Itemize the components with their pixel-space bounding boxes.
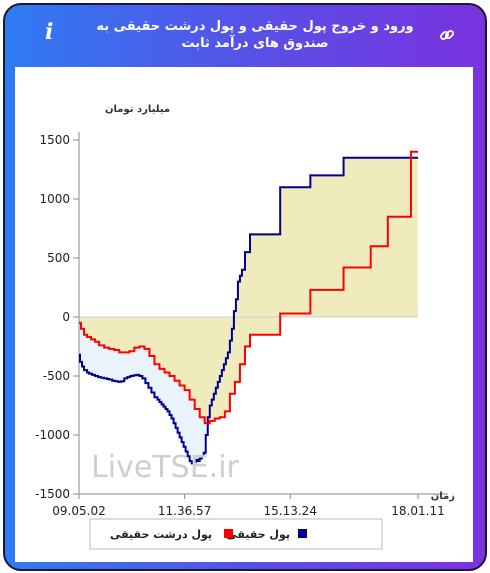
legend-box — [89, 518, 383, 550]
x-axis-label: زمان — [431, 491, 455, 502]
y-tick-label: 500 — [47, 251, 70, 265]
y-tick-label: -500 — [43, 369, 70, 383]
fill-area-red — [79, 317, 418, 424]
x-tick-label: 15.13.24 — [264, 504, 317, 518]
legend-swatch-haghighi — [298, 529, 307, 538]
y-tick-label: 1000 — [39, 192, 70, 206]
series-line-haghighi — [79, 156, 418, 465]
series-line-dorosht — [79, 150, 418, 425]
x-tick-label: 09.05.02 — [52, 504, 105, 518]
y-tick-label: -1000 — [35, 428, 70, 442]
legend-label-dorosht[interactable]: پول درشت حقیقی — [110, 528, 212, 541]
x-tick-label: 11.36.57 — [158, 504, 211, 518]
chart-header: i ورود و خروج پول حقیقی و پول درشت حقیقی… — [5, 5, 485, 67]
chart-panel: -1500 -1000 -500 0 500 1000 1500 09.05.02 11.36.… — [15, 67, 473, 562]
x-tick-label: 18.01.11 — [391, 504, 444, 518]
y-tick-label: -1500 — [35, 487, 70, 501]
info-icon[interactable]: i — [45, 19, 54, 45]
legend-label-haghighi[interactable]: پول حقیقی — [226, 528, 290, 541]
link-icon[interactable] — [439, 27, 455, 43]
chart-title: ورود و خروج پول حقیقی و پول درشت حقیقی ب… — [96, 19, 414, 51]
fill-area-positive — [79, 157, 418, 317]
chart-card: i ورود و خروج پول حقیقی و پول درشت حقیقی… — [3, 3, 487, 571]
legend-swatch-dorosht — [224, 529, 233, 538]
y-tick-label: 1500 — [39, 133, 70, 147]
y-axis-label: میلیارد تومان — [105, 104, 170, 115]
chart-svg: -1500 -1000 -500 0 500 1000 1500 09.05.02 11.36.… — [35, 104, 455, 550]
watermark: LiveTSE.ir — [91, 450, 239, 485]
y-tick-label: 0 — [62, 310, 70, 324]
